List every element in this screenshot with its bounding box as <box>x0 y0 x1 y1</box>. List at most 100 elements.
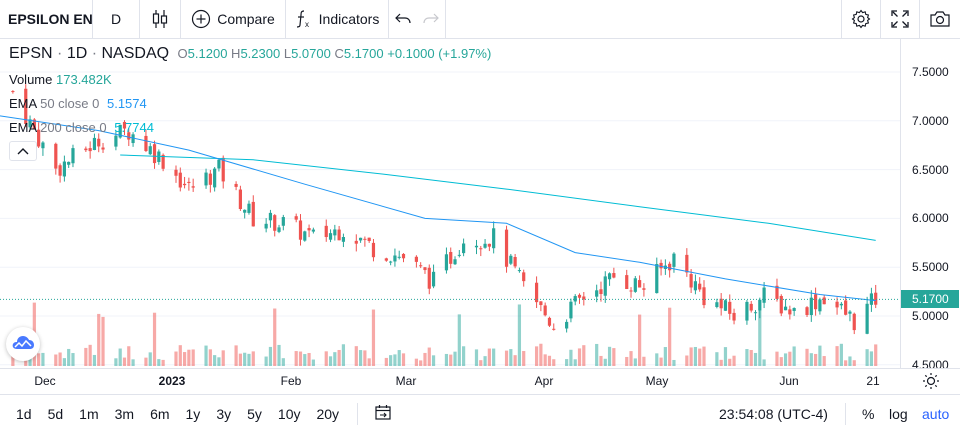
volume-bar <box>552 359 556 366</box>
ema50-legend[interactable]: EMA 50 close 0 5.1574 <box>9 96 147 111</box>
volume-bar <box>101 316 105 366</box>
legend-separator: · <box>91 45 98 62</box>
candle-body <box>552 328 556 330</box>
candle-body <box>213 168 217 188</box>
range-button-5d[interactable]: 5d <box>47 406 64 422</box>
candle-body <box>431 271 436 287</box>
volume-bar <box>779 357 783 366</box>
cloud-logo-icon <box>11 334 35 355</box>
candle-body <box>792 308 796 311</box>
undo-button[interactable] <box>389 0 417 38</box>
volume-bar <box>174 351 178 366</box>
time-axis-label: Feb <box>280 374 302 388</box>
volume-bar <box>114 358 118 366</box>
fullscreen-button[interactable] <box>881 0 919 38</box>
candle-body <box>221 157 225 182</box>
candle-body <box>397 256 401 258</box>
volume-bar <box>277 344 281 366</box>
volume-bar <box>37 353 41 366</box>
axis-settings-button[interactable] <box>922 372 940 390</box>
tradingview-logo[interactable] <box>6 327 40 361</box>
volume-bar <box>723 347 728 366</box>
volume-bar <box>337 349 341 366</box>
time-axis-label: Dec <box>34 374 56 388</box>
range-button-3y[interactable]: 3y <box>216 406 232 422</box>
candle-body <box>685 254 689 273</box>
volume-bar <box>152 312 157 366</box>
volume-bar <box>715 352 719 366</box>
candle-body <box>844 300 848 315</box>
candle-body <box>247 203 251 213</box>
collapse-legend-button[interactable] <box>9 141 37 161</box>
snapshot-button[interactable] <box>920 0 960 38</box>
undo-icon <box>395 12 411 26</box>
candle-body <box>638 280 642 288</box>
volume-bar <box>148 352 152 366</box>
candle-body <box>457 254 461 256</box>
volume-bar <box>298 351 303 366</box>
log-toggle[interactable]: log <box>889 406 908 422</box>
compare-button[interactable]: Compare <box>181 0 285 38</box>
volume-bar <box>328 356 333 366</box>
volume-bar <box>874 344 878 366</box>
candle-body <box>268 212 273 221</box>
range-button-3m[interactable]: 3m <box>114 406 135 422</box>
settings-button[interactable] <box>842 0 880 38</box>
ema200-legend[interactable]: EMA 200 close 0 5.7744 <box>9 120 154 135</box>
range-button-1m[interactable]: 1m <box>79 406 99 422</box>
volume-bar <box>577 348 582 366</box>
time-axis-label: 2023 <box>158 374 186 388</box>
candle-body <box>835 301 839 308</box>
volume-legend[interactable]: Volume 173.482K <box>9 72 112 87</box>
price-scale-label: 6.5000 <box>912 162 949 177</box>
candle-body <box>693 281 698 291</box>
candle-body <box>92 137 97 151</box>
range-button-5y[interactable]: 5y <box>247 406 262 422</box>
volume-bar <box>698 348 702 366</box>
volume-bar <box>427 347 431 366</box>
candle-body <box>775 285 779 299</box>
candle-body <box>131 134 135 144</box>
candle-body <box>783 306 788 311</box>
interval-button[interactable]: D <box>110 11 122 27</box>
volume-bar <box>539 343 543 366</box>
volume-bar <box>243 352 247 366</box>
symbol-search-button[interactable]: EPSILON EN <box>8 11 92 27</box>
candle-body <box>577 294 582 298</box>
volume-bar <box>487 348 491 366</box>
candle-body <box>251 201 255 227</box>
redo-button[interactable] <box>417 0 445 38</box>
candle-body <box>41 142 45 149</box>
volume-bar <box>161 359 165 366</box>
candle-body <box>161 154 165 169</box>
volume-bar <box>354 346 358 366</box>
range-button-1d[interactable]: 1d <box>16 406 32 422</box>
bottom-divider <box>845 403 846 425</box>
percent-toggle[interactable]: % <box>862 406 875 422</box>
volume-bar <box>758 310 762 366</box>
indicators-button[interactable]: x Indicators <box>286 0 388 38</box>
candle-body <box>723 300 728 311</box>
legend-high-value: 5.2300 <box>240 46 281 61</box>
volume-bar <box>54 354 58 366</box>
timezone-clock[interactable]: 23:54:08 (UTC-4) <box>719 406 828 422</box>
auto-toggle[interactable]: auto <box>922 406 950 422</box>
range-button-10y[interactable]: 10y <box>277 406 301 422</box>
volume-bar <box>41 352 45 366</box>
volume-bar <box>178 345 182 366</box>
date-range-button[interactable] <box>368 403 398 426</box>
time-axis[interactable] <box>0 368 960 394</box>
candle-body <box>715 302 719 308</box>
price-chart[interactable] <box>0 39 960 368</box>
volume-bar <box>852 360 856 366</box>
range-button-6m[interactable]: 6m <box>150 406 170 422</box>
candle-body <box>118 124 122 138</box>
price-scale[interactable] <box>900 39 960 368</box>
range-button-20y[interactable]: 20y <box>316 406 340 422</box>
legend-change: +0.1000 (+1.97%) <box>387 46 492 61</box>
chart-type-button[interactable] <box>140 0 180 38</box>
range-button-1y[interactable]: 1y <box>185 406 201 422</box>
volume-bar <box>595 343 599 366</box>
toolbar-divider <box>445 0 446 38</box>
candle-body <box>28 119 32 128</box>
